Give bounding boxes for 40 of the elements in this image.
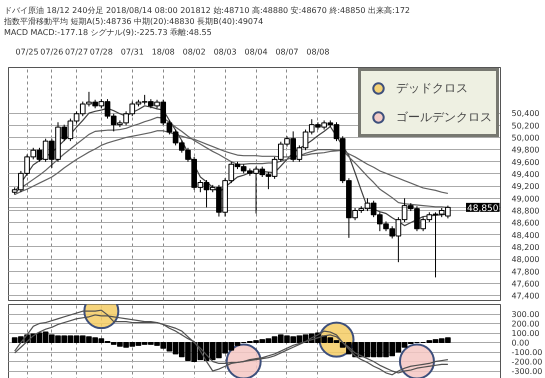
y-tick-label: 47,400 (512, 292, 540, 301)
y-tick-label: -100.00 (512, 348, 542, 357)
legend-label: デッドクロス (396, 80, 468, 96)
x-tick-label: 07/25 (16, 48, 39, 56)
y-tick-label: 49,200 (512, 182, 540, 192)
x-tick-label: 08/02 (182, 48, 206, 56)
y-tick-label: 48,200 (512, 242, 540, 252)
chart-title: ドバイ原油 18/12 240分足 2018/08/14 08:00 201812 始:48710 高:48880 安:48670 終:48850 出来高:172 (4, 6, 410, 15)
y-tick-label: 100.00 (512, 329, 540, 338)
ref-line-label: 48,850 (467, 204, 499, 214)
y-tick-label: 200.00 (512, 320, 540, 328)
y-tick-label: 47,800 (512, 267, 540, 276)
x-tick-label: 07/28 (90, 48, 113, 56)
y-tick-label: 48,800 (512, 206, 540, 216)
y-tick-label: 48,400 (512, 230, 540, 240)
y-tick-label: 48,000 (512, 255, 540, 264)
x-tick-label: 08/03 (214, 48, 237, 56)
y-tick-label: 49,600 (512, 158, 540, 167)
y-tick-label: 50,000 (512, 133, 540, 142)
y-tick-label: 50,200 (512, 121, 540, 130)
chart-subtitle: 指数平滑移動平均 短期A(5):48736 中期(20):48830 長期B(40):49074 (4, 17, 264, 26)
y-tick-label: 49,400 (512, 170, 540, 179)
x-tick-label: 07/26 (40, 48, 64, 56)
x-tick-label: 07/31 (120, 48, 144, 56)
y-tick-label: -300.00 (512, 367, 542, 376)
y-tick-label: -200.00 (512, 358, 542, 366)
x-tick-label: 07/27 (65, 48, 88, 56)
x-tick-label: 08/08 (306, 48, 330, 56)
y-tick-label: 48,600 (512, 218, 540, 228)
x-tick-label: 08/07 (275, 48, 299, 56)
y-tick-label: 47,600 (512, 279, 540, 288)
y-tick-label: 300.00 (512, 310, 540, 319)
y-tick-label: 50,400 (512, 109, 540, 118)
x-tick-label: 18/08 (152, 48, 175, 56)
legend-label: ゴールデンクロス (396, 108, 492, 126)
y-tick-label: 49,800 (512, 146, 540, 155)
x-tick-label: 08/04 (244, 48, 268, 56)
text: MACD MACD:-177.18 シグナル(9):-225.73 乖離:48.55 (4, 28, 212, 37)
y-tick-label: 0.00 (512, 338, 530, 348)
y-tick-label: 49,000 (512, 194, 540, 204)
